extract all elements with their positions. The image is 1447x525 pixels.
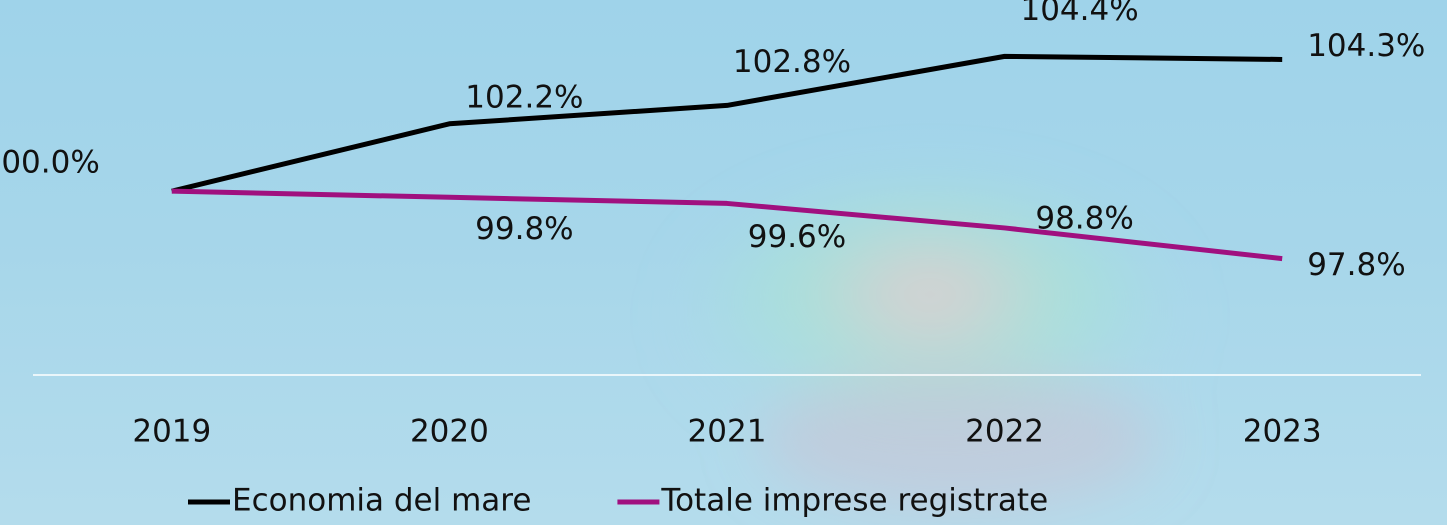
x-tick-label: 2022 (965, 414, 1044, 450)
series-line (171, 53, 1283, 194)
data-label: 102.8% (733, 44, 851, 80)
data-label: 102.2% (465, 79, 583, 115)
background-jellyfish (690, 190, 1170, 510)
data-label: 100.0% (0, 145, 100, 181)
series-line (171, 188, 1283, 262)
x-tick-label: 2019 (132, 414, 211, 450)
data-label: 104.3% (1307, 28, 1425, 64)
data-label: 99.8% (475, 211, 573, 247)
x-tick-label: 2021 (688, 414, 767, 450)
x-tick-label: 2020 (410, 414, 489, 450)
data-label: 98.8% (1035, 200, 1133, 236)
x-tick-label: 2023 (1243, 414, 1322, 450)
data-label: 104.4% (1020, 0, 1138, 28)
data-label: 99.6% (748, 219, 846, 255)
data-label: 97.8% (1307, 247, 1405, 283)
legend-label: Economia del mare (232, 483, 531, 519)
legend-label: Totale imprese registrate (660, 483, 1048, 519)
